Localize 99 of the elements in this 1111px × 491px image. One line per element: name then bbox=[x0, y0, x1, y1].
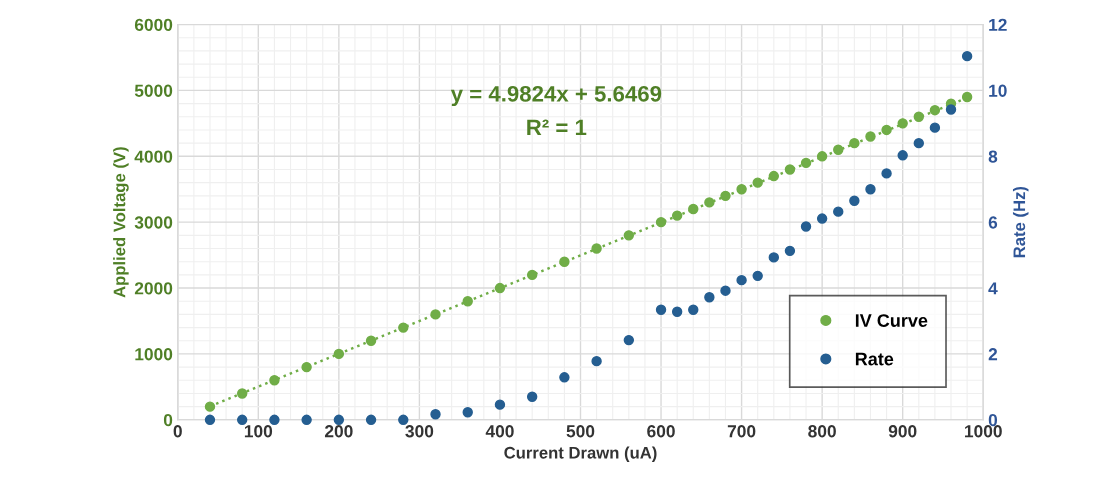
point bbox=[897, 118, 908, 129]
point bbox=[591, 355, 602, 367]
y2-axis-title: Rate (Hz) bbox=[1012, 186, 1029, 258]
annotation: R² = 1 bbox=[527, 119, 587, 136]
point bbox=[961, 91, 973, 103]
y-tick-label: 1000 bbox=[135, 348, 173, 361]
y-tick-label: 5000 bbox=[134, 84, 173, 97]
point bbox=[623, 230, 635, 241]
point bbox=[301, 414, 312, 426]
y-tick-label: 0 bbox=[163, 413, 173, 427]
point bbox=[430, 309, 441, 320]
point bbox=[301, 361, 312, 373]
point bbox=[204, 401, 216, 412]
point bbox=[365, 335, 377, 346]
point bbox=[204, 414, 216, 426]
x-tick-label: 800 bbox=[808, 425, 836, 438]
legend-label: Rate bbox=[855, 352, 894, 366]
point bbox=[623, 334, 635, 346]
point bbox=[365, 414, 377, 426]
legend-label: IV Curve bbox=[855, 314, 928, 327]
point bbox=[816, 151, 828, 162]
point bbox=[897, 150, 908, 161]
point bbox=[671, 210, 683, 221]
y-tick-label: 2000 bbox=[134, 282, 173, 295]
point bbox=[865, 131, 876, 142]
point bbox=[736, 184, 747, 195]
point bbox=[398, 322, 409, 333]
point bbox=[655, 304, 667, 315]
point bbox=[398, 414, 409, 426]
point bbox=[752, 177, 763, 188]
point bbox=[784, 245, 796, 257]
point bbox=[269, 414, 280, 426]
point bbox=[768, 170, 780, 182]
point bbox=[494, 399, 506, 410]
point bbox=[720, 285, 731, 296]
point bbox=[237, 414, 248, 426]
point bbox=[591, 243, 602, 254]
y2-tick-label: 4 bbox=[988, 282, 998, 295]
y-tick-label: 6000 bbox=[134, 18, 173, 32]
x-tick-label: 500 bbox=[566, 425, 595, 438]
x-tick-label: 900 bbox=[888, 425, 917, 438]
point bbox=[929, 104, 941, 116]
point bbox=[559, 372, 570, 383]
point bbox=[237, 388, 248, 399]
point bbox=[462, 296, 473, 307]
point bbox=[961, 50, 973, 62]
point bbox=[655, 216, 667, 228]
point bbox=[929, 122, 941, 133]
point bbox=[688, 203, 699, 215]
point bbox=[849, 195, 860, 206]
point bbox=[849, 137, 860, 149]
point bbox=[526, 269, 538, 281]
point bbox=[913, 137, 924, 149]
point bbox=[913, 111, 924, 122]
x-tick-label: 100 bbox=[244, 425, 273, 438]
y-tick-label: 4000 bbox=[134, 150, 173, 163]
point bbox=[269, 375, 280, 386]
annotation: y = 4.9824x + 5.6469 bbox=[450, 85, 662, 107]
point bbox=[784, 164, 796, 175]
x-tick-label: 0 bbox=[173, 425, 182, 438]
point bbox=[671, 306, 683, 317]
point bbox=[833, 144, 844, 155]
x-tick-label: 200 bbox=[324, 425, 353, 438]
point bbox=[945, 104, 957, 115]
point bbox=[865, 184, 876, 195]
point bbox=[800, 221, 812, 232]
point bbox=[430, 409, 441, 420]
x-tick-label: 300 bbox=[405, 425, 434, 438]
point bbox=[559, 256, 570, 267]
point bbox=[800, 157, 812, 169]
point bbox=[494, 282, 506, 294]
point bbox=[881, 124, 892, 136]
point bbox=[720, 190, 731, 202]
y2-tick-label: 0 bbox=[988, 413, 998, 427]
y2-tick-label: 6 bbox=[988, 216, 998, 229]
point bbox=[833, 206, 844, 217]
point bbox=[333, 348, 345, 360]
point bbox=[881, 168, 892, 179]
point bbox=[816, 213, 828, 224]
y2-tick-label: 12 bbox=[989, 18, 1007, 31]
point bbox=[333, 414, 345, 426]
y2-tick-label: 10 bbox=[989, 84, 1007, 97]
x-tick-label: 600 bbox=[647, 425, 675, 438]
point bbox=[704, 197, 715, 208]
y-axis-title: Applied Voltage (V) bbox=[113, 147, 129, 298]
y2-tick-label: 8 bbox=[988, 150, 998, 163]
point bbox=[752, 270, 763, 282]
point bbox=[768, 252, 780, 263]
point bbox=[736, 274, 747, 286]
point bbox=[526, 391, 538, 402]
point bbox=[688, 304, 699, 315]
y-tick-label: 3000 bbox=[134, 216, 173, 229]
point bbox=[462, 407, 473, 418]
y2-tick-label: 2 bbox=[988, 348, 998, 361]
x-axis-title: Current Drawn (uA) bbox=[504, 446, 657, 462]
point bbox=[704, 292, 715, 303]
x-tick-label: 400 bbox=[485, 425, 514, 438]
x-tick-label: 1000 bbox=[965, 425, 1002, 438]
x-tick-label: 700 bbox=[727, 425, 756, 438]
